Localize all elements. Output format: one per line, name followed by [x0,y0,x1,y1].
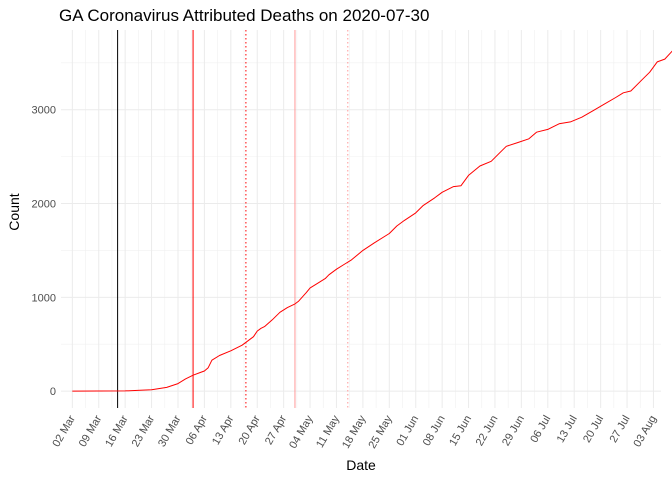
x-tick-label: 20 Jul [581,414,606,445]
chart-title: GA Coronavirus Attributed Deaths on 2020… [59,6,430,25]
x-tick-label: 22 Jun [474,414,501,449]
x-tick-label: 18 May [340,413,369,451]
y-axis-ticks: 0 1000 2000 3000 [32,105,56,398]
x-tick-label: 08 Jun [421,414,448,449]
x-tick-label: 13 Jul [555,414,580,445]
x-tick-label: 04 May [287,413,316,451]
x-tick-label: 16 Mar [103,413,131,449]
x-tick-label: 09 Mar [77,413,105,449]
x-axis-label: Date [346,457,376,473]
series-layer [72,50,672,392]
x-tick-label: 06 Apr [184,413,210,447]
x-tick-label: 15 Jun [447,414,474,449]
x-tick-label: 23 Mar [130,413,158,449]
x-tick-label: 27 Jul [608,414,633,445]
x-tick-label: 29 Jun [500,414,527,449]
y-tick-label: 2000 [32,199,56,211]
x-tick-label: 06 Jul [528,414,553,445]
x-tick-label: 20 Apr [237,413,263,447]
x-tick-label: 01 Jun [394,414,421,449]
minor-gridlines [61,30,661,408]
y-axis-label: Count [6,193,22,230]
x-tick-label: 25 May [366,413,395,451]
y-tick-label: 0 [50,386,56,398]
series-line [72,50,672,392]
x-tick-label: 03 Aug [632,414,660,450]
x-tick-label: 27 Apr [263,413,289,447]
x-tick-label: 13 Apr [210,413,236,447]
x-tick-label: 11 May [314,413,342,450]
y-tick-label: 3000 [32,105,56,117]
y-tick-label: 1000 [32,292,56,304]
reference-lines [117,30,349,408]
x-tick-label: 30 Mar [156,413,184,449]
x-tick-label: 02 Mar [50,413,78,449]
major-gridlines [61,30,661,408]
